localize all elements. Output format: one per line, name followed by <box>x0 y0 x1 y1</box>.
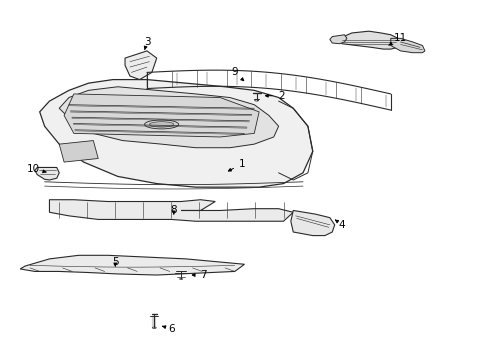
Polygon shape <box>390 39 424 53</box>
Text: 1: 1 <box>228 159 245 171</box>
Polygon shape <box>35 167 59 180</box>
Polygon shape <box>49 200 293 221</box>
Ellipse shape <box>152 327 156 328</box>
Text: 6: 6 <box>162 324 174 334</box>
Polygon shape <box>290 211 334 235</box>
Ellipse shape <box>144 120 178 129</box>
Ellipse shape <box>254 100 258 101</box>
Polygon shape <box>40 80 312 187</box>
Polygon shape <box>64 94 259 137</box>
Polygon shape <box>59 140 98 162</box>
Text: 8: 8 <box>170 206 177 216</box>
Ellipse shape <box>149 122 173 127</box>
Text: 5: 5 <box>112 257 119 267</box>
Text: 11: 11 <box>388 33 407 45</box>
Polygon shape <box>329 35 346 44</box>
Text: 10: 10 <box>27 164 46 174</box>
Polygon shape <box>59 87 278 148</box>
Text: 9: 9 <box>231 67 243 81</box>
Text: 4: 4 <box>335 220 345 230</box>
Ellipse shape <box>179 278 182 279</box>
Text: 7: 7 <box>192 270 206 280</box>
Polygon shape <box>339 31 400 49</box>
Text: 3: 3 <box>143 37 150 50</box>
Polygon shape <box>20 255 244 275</box>
Polygon shape <box>125 51 157 80</box>
Text: 2: 2 <box>265 91 284 101</box>
